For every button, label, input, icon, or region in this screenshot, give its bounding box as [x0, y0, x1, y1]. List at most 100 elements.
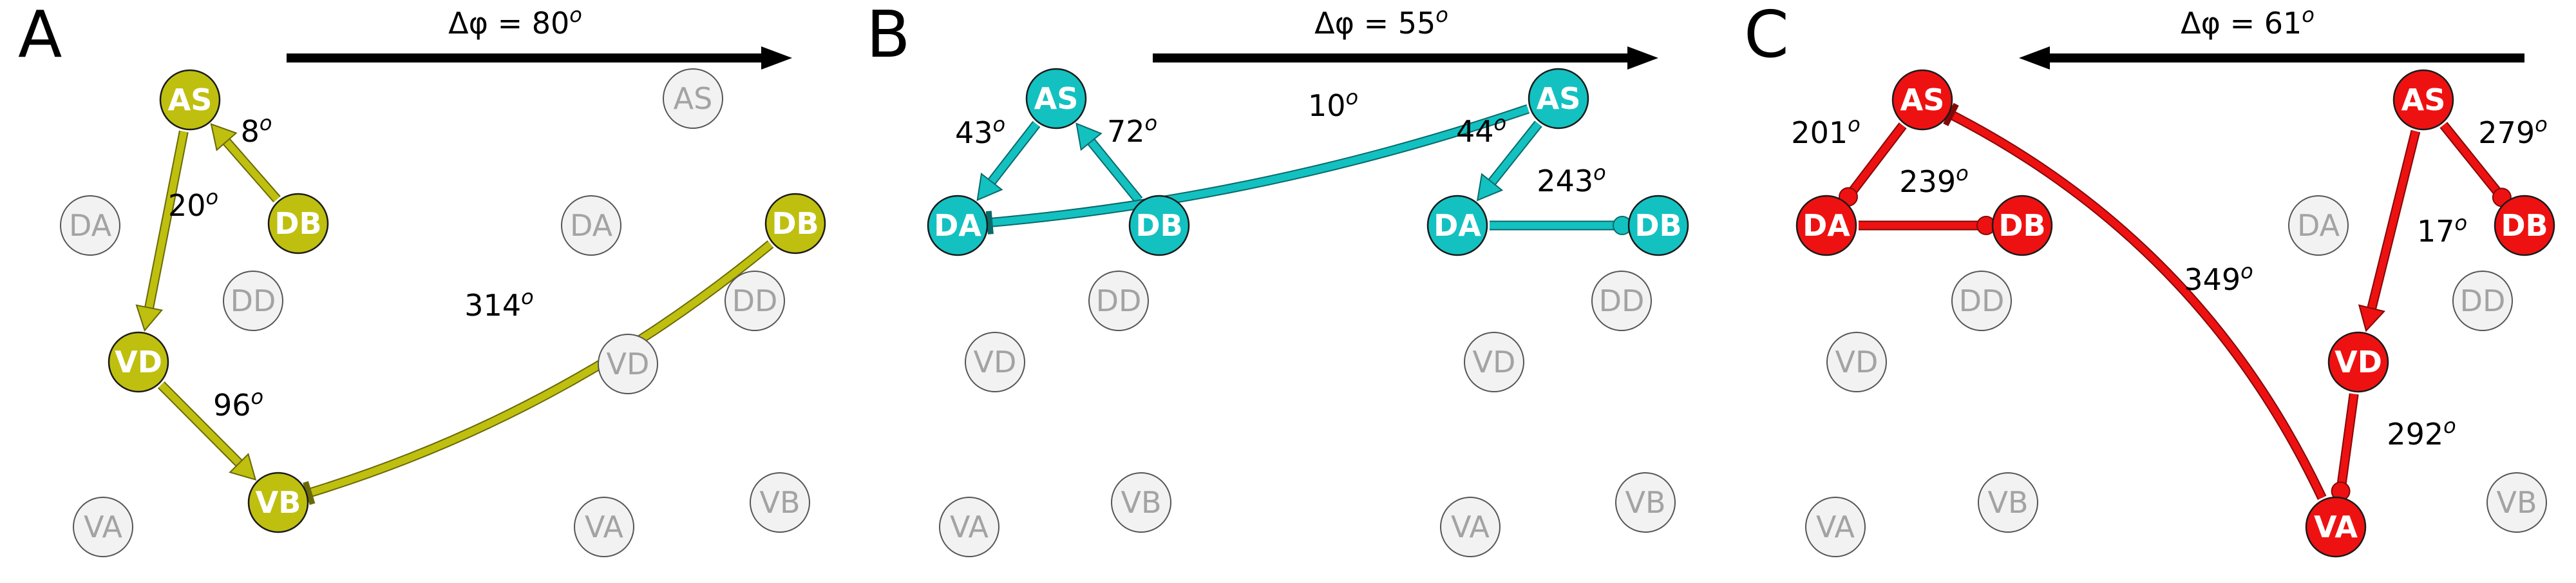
- edge-label: 44o: [1456, 111, 1506, 149]
- edge-vd-vb: 96o: [157, 381, 263, 481]
- edge-db-as: 8o: [210, 111, 281, 203]
- node-va: VA: [2305, 496, 2367, 558]
- node-label: VA: [84, 510, 123, 544]
- edge-vd-va: 292o: [2331, 393, 2456, 501]
- inhibitory-bar: [985, 211, 994, 234]
- node-label: VB: [256, 485, 301, 520]
- panel-a: A Δφ = 80o 8o 20o 96o 314o DA DD VA AS DA DD VD VA VB A…: [18, 0, 826, 557]
- node-as: AS: [1528, 68, 1589, 129]
- node-label: VA: [1816, 510, 1855, 544]
- node-label: DD: [2460, 283, 2506, 318]
- node-va: VA: [1440, 497, 1501, 557]
- inhibitory-bar: [1943, 102, 1959, 126]
- node-vb: VB: [247, 472, 309, 533]
- node-va: VA: [574, 497, 634, 557]
- node-db: DB: [1627, 195, 1689, 256]
- node-vd: VD: [1464, 332, 1524, 392]
- node-label: DD: [231, 283, 276, 318]
- edge-label: 20o: [168, 185, 218, 223]
- edge-label: 239o: [1899, 161, 1968, 199]
- node-da: DA: [1795, 195, 1857, 256]
- arrowhead: [976, 172, 1003, 202]
- node-label: DA: [934, 208, 981, 243]
- node-label: VA: [585, 510, 624, 544]
- node-label: AS: [1034, 81, 1079, 116]
- edge-label: 349o: [2184, 259, 2253, 297]
- node-vd: VD: [598, 334, 658, 394]
- node-db: DB: [267, 193, 329, 254]
- node-da: DA: [927, 195, 989, 256]
- node-label: DA: [69, 208, 112, 243]
- node-dd: DD: [2452, 271, 2513, 331]
- node-da: DA: [2288, 195, 2349, 256]
- edge-label: 279o: [2478, 112, 2547, 150]
- edge-da-db: 239o: [1859, 161, 1996, 235]
- node-va: VA: [939, 497, 999, 557]
- node-label: DB: [772, 206, 819, 241]
- arrowhead: [2358, 304, 2386, 332]
- node-vb: VB: [1978, 472, 2038, 533]
- edge-as2-db2: 279o: [2439, 112, 2548, 207]
- edges: 8o 20o 96o 314o: [135, 111, 774, 505]
- node-label: VA: [2314, 510, 2358, 544]
- edge-label: 10o: [1308, 85, 1358, 123]
- edge-label: 201o: [1791, 112, 1860, 150]
- node-label: AS: [1537, 81, 1581, 116]
- node-label: VB: [1625, 485, 1665, 520]
- node-dd: DD: [1591, 271, 1652, 331]
- node-da: DA: [1426, 195, 1488, 256]
- edge-da2-db2: 243o: [1490, 160, 1632, 235]
- edge-as-da: 43o: [955, 112, 1041, 202]
- node-dd: DD: [223, 271, 283, 331]
- node-db: DB: [1991, 195, 2053, 256]
- node-db: DB: [2494, 195, 2555, 256]
- node-label: VA: [950, 510, 989, 544]
- edges: 43o 72o 10o 44o 243o: [955, 85, 1632, 235]
- panel-b: B Δφ = 55o 43o 72o 10o 44o 243o DD VD VB VA DD VD VA V…: [866, 0, 1689, 557]
- node-dd: DD: [1088, 271, 1149, 331]
- node-label: DA: [1803, 208, 1850, 243]
- node-da: DA: [561, 195, 621, 256]
- edge-label: 72o: [1107, 111, 1157, 149]
- node-dd: DD: [724, 271, 785, 331]
- node-db: DB: [764, 193, 826, 254]
- node-label: DB: [1135, 208, 1182, 243]
- arrowhead: [1075, 122, 1103, 151]
- edge-label: 292o: [2387, 414, 2456, 452]
- node-label: DA: [570, 208, 613, 243]
- node-label: DD: [1599, 283, 1645, 318]
- panel-c: C Δφ = 61o 201o 239o 349o 17o 279o 292o DD VD VB VA…: [1744, 0, 2555, 558]
- node-as: AS: [1891, 69, 1953, 131]
- node-label: VD: [974, 345, 1017, 379]
- node-vb: VB: [2486, 472, 2547, 533]
- node-db: DB: [1128, 195, 1190, 256]
- node-label: VD: [1473, 345, 1516, 379]
- arrowhead: [135, 304, 164, 332]
- nodes: DA DD VA AS DA DD VD VA VB AS DB VD VB DB: [60, 68, 826, 557]
- node-vd: VD: [2327, 331, 2389, 393]
- node-va: VA: [1805, 497, 1866, 557]
- edge-label: 243o: [1537, 160, 1605, 198]
- edge-as2-da2: 44o: [1456, 111, 1542, 202]
- node-label: VB: [759, 485, 800, 520]
- edge-label: 8o: [241, 111, 272, 149]
- node-dd: DD: [1951, 271, 2012, 331]
- node-as: AS: [2392, 69, 2454, 131]
- edge-db-as: 72o: [1075, 111, 1157, 204]
- node-vd: VD: [965, 332, 1025, 392]
- phase-label: Δφ = 80o: [448, 3, 582, 41]
- node-label: VB: [1987, 485, 2028, 520]
- node-vd: VD: [108, 331, 169, 393]
- node-label: VB: [2496, 485, 2537, 520]
- edge-db2-vb: 314o: [303, 240, 774, 505]
- node-label: DD: [1959, 283, 2005, 318]
- nodes: DD VD VB VA DA DD VB AS DA DB AS DB VD VA: [1795, 69, 2555, 558]
- node-vb: VB: [1615, 472, 1676, 533]
- panel-label: B: [866, 0, 911, 72]
- node-label: AS: [1900, 82, 1945, 117]
- edge-as2-da: 10o: [985, 85, 1530, 234]
- node-as: AS: [1025, 68, 1087, 129]
- edge-label: 96o: [213, 385, 263, 423]
- node-label: VD: [2334, 345, 2382, 379]
